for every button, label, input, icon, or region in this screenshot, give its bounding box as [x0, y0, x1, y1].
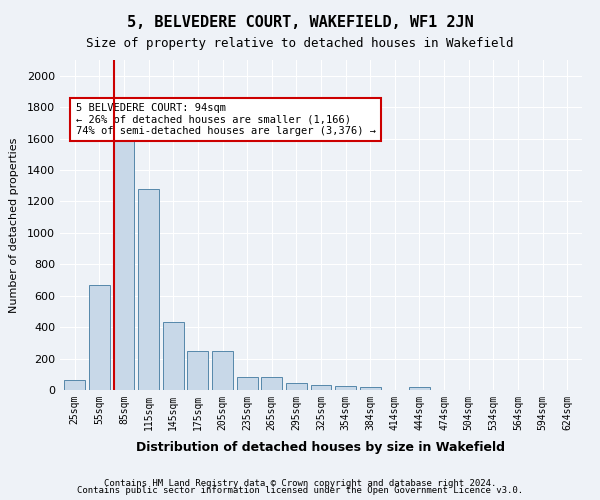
Bar: [261, 378, 282, 390]
Bar: [138, 189, 159, 390]
X-axis label: Distribution of detached houses by size in Wakefield: Distribution of detached houses by size …: [137, 441, 505, 454]
Text: Size of property relative to detached houses in Wakefield: Size of property relative to detached ho…: [86, 38, 514, 51]
Bar: [360, 387, 381, 390]
Text: 5, BELVEDERE COURT, WAKEFIELD, WF1 2JN: 5, BELVEDERE COURT, WAKEFIELD, WF1 2JN: [127, 15, 473, 30]
Text: Contains HM Land Registry data © Crown copyright and database right 2024.: Contains HM Land Registry data © Crown c…: [104, 478, 496, 488]
Bar: [409, 387, 430, 390]
Bar: [212, 350, 233, 390]
Bar: [163, 322, 184, 390]
Bar: [311, 386, 331, 390]
Bar: [64, 380, 85, 390]
Text: 5 BELVEDERE COURT: 94sqm
← 26% of detached houses are smaller (1,166)
74% of sem: 5 BELVEDERE COURT: 94sqm ← 26% of detach…: [76, 103, 376, 136]
Text: Contains public sector information licensed under the Open Government Licence v3: Contains public sector information licen…: [77, 486, 523, 495]
Bar: [187, 350, 208, 390]
Bar: [335, 386, 356, 390]
Y-axis label: Number of detached properties: Number of detached properties: [8, 138, 19, 312]
Bar: [89, 284, 110, 390]
Bar: [113, 130, 134, 390]
Bar: [236, 378, 257, 390]
Bar: [286, 383, 307, 390]
